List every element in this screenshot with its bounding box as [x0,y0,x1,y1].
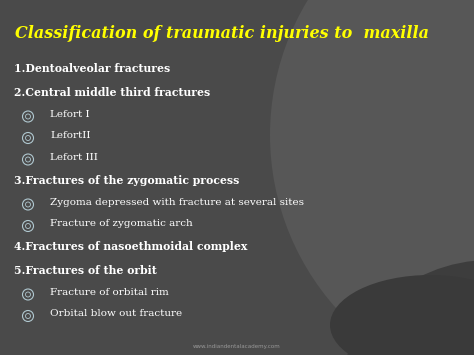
Text: Fracture of zygomatic arch: Fracture of zygomatic arch [50,219,193,229]
Text: 4.Fractures of nasoethmoidal complex: 4.Fractures of nasoethmoidal complex [14,241,247,252]
Text: Fracture of orbital rim: Fracture of orbital rim [50,288,169,297]
Text: Orbital blow out fracture: Orbital blow out fracture [50,310,182,318]
Text: Lefort III: Lefort III [50,153,98,162]
Text: Classification of traumatic injuries to  maxilla: Classification of traumatic injuries to … [15,25,429,42]
Text: Lefort I: Lefort I [50,110,90,119]
Text: LefortII: LefortII [50,131,91,141]
Text: 1.Dentoalveolar fractures: 1.Dentoalveolar fractures [14,63,170,74]
Text: Zygoma depressed with fracture at several sites: Zygoma depressed with fracture at severa… [50,198,304,207]
Text: 5.Fractures of the orbit: 5.Fractures of the orbit [14,264,157,275]
Text: 3.Fractures of the zygomatic process: 3.Fractures of the zygomatic process [14,175,239,186]
Text: www.indiandentalacademy.com: www.indiandentalacademy.com [193,344,281,349]
Ellipse shape [330,275,474,355]
Circle shape [270,0,474,355]
Circle shape [335,260,474,355]
Text: 2.Central middle third fractures: 2.Central middle third fractures [14,87,210,98]
